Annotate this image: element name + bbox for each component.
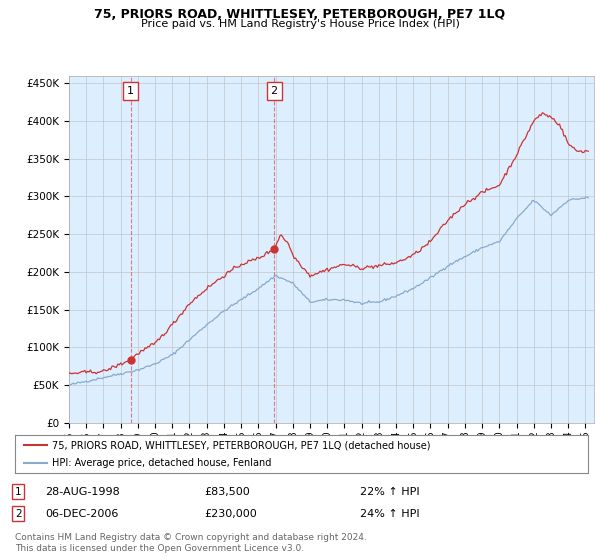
Text: 24% ↑ HPI: 24% ↑ HPI (360, 508, 419, 519)
Text: 1: 1 (127, 86, 134, 96)
Text: 06-DEC-2006: 06-DEC-2006 (45, 508, 118, 519)
Text: 2: 2 (15, 508, 22, 519)
Text: HPI: Average price, detached house, Fenland: HPI: Average price, detached house, Fenl… (52, 458, 272, 468)
Text: 28-AUG-1998: 28-AUG-1998 (45, 487, 120, 497)
Text: £230,000: £230,000 (204, 508, 257, 519)
Text: 22% ↑ HPI: 22% ↑ HPI (360, 487, 419, 497)
Text: Price paid vs. HM Land Registry's House Price Index (HPI): Price paid vs. HM Land Registry's House … (140, 19, 460, 29)
Text: £83,500: £83,500 (204, 487, 250, 497)
Text: 75, PRIORS ROAD, WHITTLESEY, PETERBOROUGH, PE7 1LQ: 75, PRIORS ROAD, WHITTLESEY, PETERBOROUG… (94, 8, 506, 21)
Text: 1: 1 (15, 487, 22, 497)
Text: Contains HM Land Registry data © Crown copyright and database right 2024.
This d: Contains HM Land Registry data © Crown c… (15, 533, 367, 553)
Text: 2: 2 (271, 86, 278, 96)
Text: 75, PRIORS ROAD, WHITTLESEY, PETERBOROUGH, PE7 1LQ (detached house): 75, PRIORS ROAD, WHITTLESEY, PETERBOROUG… (52, 440, 431, 450)
